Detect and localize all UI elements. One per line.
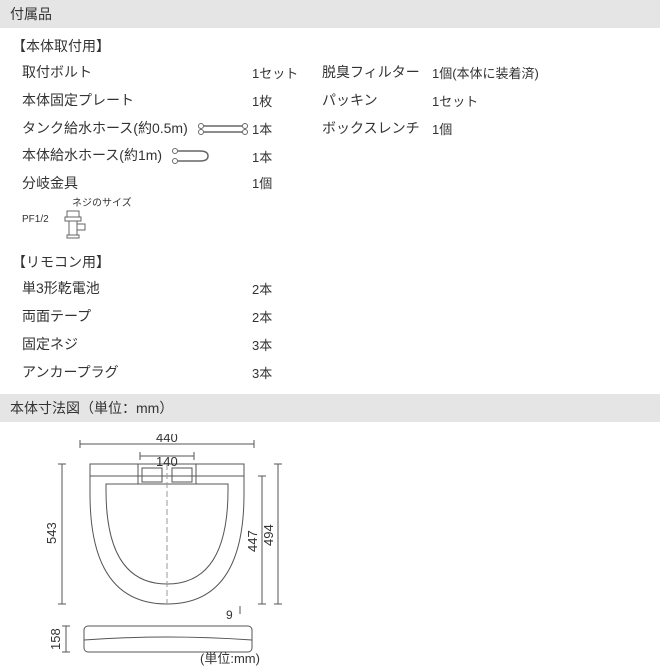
section-header-dimensions: 本体寸法図（単位：mm）: [0, 394, 660, 422]
item-row: 単3形乾電池 2本: [0, 274, 312, 302]
item-row: 両面テープ 2本: [0, 302, 312, 330]
item-row: 分岐金具 ネジのサイズ PF1/2 1個: [0, 170, 312, 242]
item-row: 固定ネジ 3本: [0, 330, 312, 358]
item-name: 本体給水ホース(約1m): [22, 145, 252, 167]
dimension-drawing: 440 140 543 447 494 9 158 (単位:mm): [20, 434, 310, 669]
item-name: 固定ネジ: [22, 334, 252, 354]
group-label-main: 【本体取付用】: [0, 34, 660, 58]
remote-items-col: 単3形乾電池 2本 両面テープ 2本 固定ネジ 3本 アンカープラグ 3本: [0, 274, 312, 386]
item-qty: 1個: [432, 119, 452, 138]
main-items-col2: 脱臭フィルター 1個(本体に装着済) パッキン 1セット ボックスレンチ 1個: [312, 58, 539, 242]
item-name: 両面テープ: [22, 306, 252, 326]
item-qty: 1セット: [252, 63, 312, 82]
hose-icon: [196, 122, 250, 136]
item-qty: 1セット: [432, 91, 478, 110]
section-title: 本体寸法図（単位：mm）: [10, 400, 173, 416]
item-row: 取付ボルト 1セット: [0, 58, 312, 86]
item-row: 脱臭フィルター 1個(本体に装着済): [312, 58, 539, 86]
main-items-col1: 取付ボルト 1セット 本体固定プレート 1枚 タンク給水ホース(約0.5m) 1…: [0, 58, 312, 242]
item-qty: 3本: [252, 335, 312, 354]
item-name: タンク給水ホース(約0.5m): [22, 118, 252, 138]
remote-items-block: 単3形乾電池 2本 両面テープ 2本 固定ネジ 3本 アンカープラグ 3本: [0, 274, 660, 394]
item-name: ボックスレンチ: [322, 118, 432, 138]
group-label-remote-text: 【リモコン用】: [12, 254, 110, 270]
item-name: アンカープラグ: [22, 362, 252, 382]
item-name: 本体固定プレート: [22, 90, 252, 110]
item-qty: 3本: [252, 363, 312, 382]
item-name: 単3形乾電池: [22, 278, 252, 298]
item-row: アンカープラグ 3本: [0, 358, 312, 386]
dim-543: 543: [44, 523, 59, 545]
item-qty: 1本: [252, 119, 312, 138]
item-qty: 2本: [252, 279, 312, 298]
group-label-remote: 【リモコン用】: [0, 250, 660, 274]
item-qty: 1枚: [252, 91, 312, 110]
section-title: 付属品: [10, 6, 52, 22]
main-items-block: 取付ボルト 1セット 本体固定プレート 1枚 タンク給水ホース(約0.5m) 1…: [0, 58, 660, 250]
item-row: 本体給水ホース(約1m) 1本: [0, 142, 312, 170]
dim-494: 494: [261, 525, 276, 547]
dim-158: 158: [48, 629, 63, 651]
valve-icon: [57, 209, 89, 239]
dim-447: 447: [245, 531, 260, 553]
dim-440: 440: [156, 434, 178, 445]
item-name: 取付ボルト: [22, 62, 252, 82]
item-qty: 1個(本体に装着済): [432, 63, 539, 82]
item-qty: 2本: [252, 307, 312, 326]
item-row: ボックスレンチ 1個: [312, 114, 539, 142]
item-name: 分岐金具 ネジのサイズ PF1/2: [22, 173, 252, 239]
dim-140: 140: [156, 454, 178, 469]
item-name: 脱臭フィルター: [322, 62, 432, 82]
item-row: パッキン 1セット: [312, 86, 539, 114]
hose-loop-icon: [170, 145, 214, 167]
group-label-main-text: 【本体取付用】: [12, 38, 110, 54]
item-qty: 1個: [252, 173, 312, 192]
toilet-seat-drawing: 440 140 543 447 494 9 158: [20, 434, 310, 669]
dimension-drawing-block: 440 140 543 447 494 9 158 (単位:mm): [0, 428, 660, 669]
item-row: 本体固定プレート 1枚: [0, 86, 312, 114]
dimension-unit-label: (単位:mm): [200, 648, 260, 667]
item-name: パッキン: [322, 90, 432, 110]
item-qty: 1本: [252, 147, 312, 166]
dim-9: 9: [226, 608, 233, 622]
item-row: タンク給水ホース(約0.5m) 1本: [0, 114, 312, 142]
section-header-accessories: 付属品: [0, 0, 660, 28]
